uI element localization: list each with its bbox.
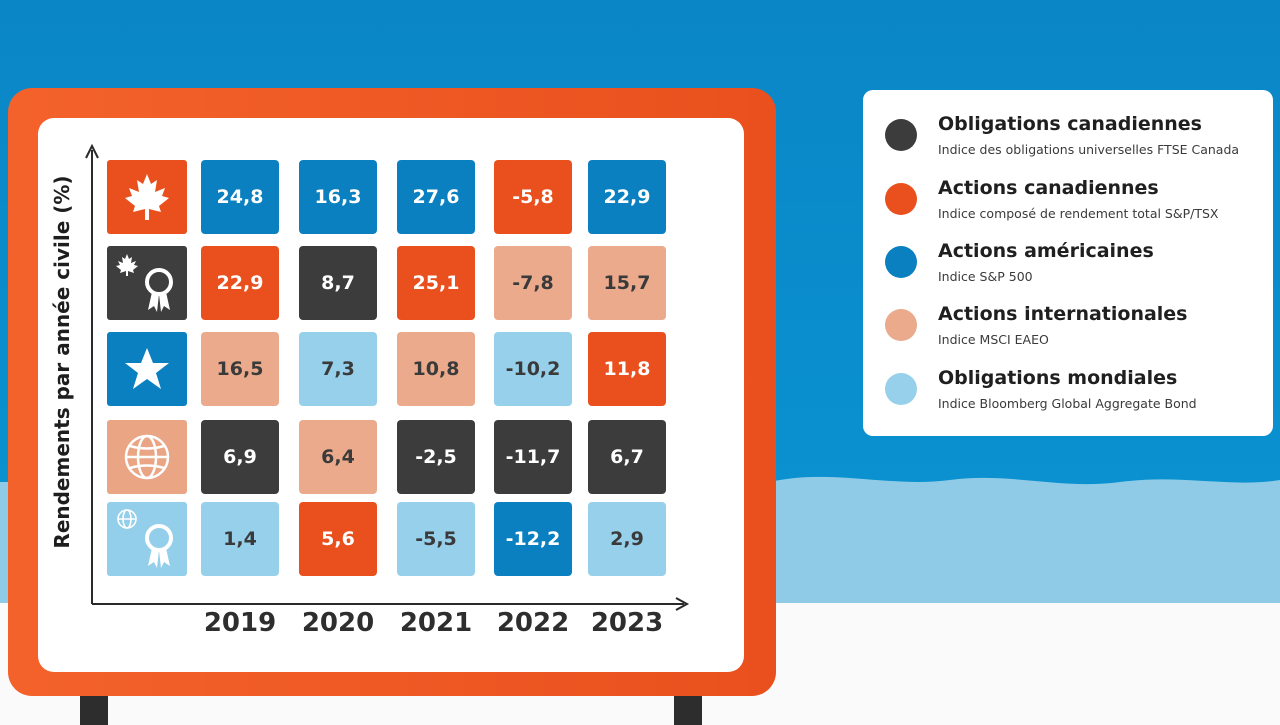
return-cell: 7,3: [299, 332, 377, 406]
legend-subtitle: Indice MSCI EAEO: [938, 332, 1049, 347]
return-cell: 8,7: [299, 246, 377, 320]
return-cell: 5,6: [299, 502, 377, 576]
return-cell: 6,7: [588, 420, 666, 494]
x-tick-label: 2019: [203, 608, 277, 638]
return-cell: 24,8: [201, 160, 279, 234]
return-cell: 11,8: [588, 332, 666, 406]
legend-panel: [863, 90, 1273, 436]
return-cell: 16,5: [201, 332, 279, 406]
maple-leaf-icon: [107, 160, 187, 234]
return-cell: 16,3: [299, 160, 377, 234]
legend-subtitle: Indice composé de rendement total S&P/TS…: [938, 206, 1219, 221]
return-cell: 22,9: [588, 160, 666, 234]
legend-swatch: [885, 373, 917, 405]
x-tick-label: 2021: [399, 608, 473, 638]
legend-subtitle: Indice Bloomberg Global Aggregate Bond: [938, 396, 1197, 411]
legend-subtitle: Indice des obligations universelles FTSE…: [938, 142, 1240, 157]
legend-title: Obligations mondiales: [938, 367, 1178, 389]
globe-icon: [107, 420, 187, 494]
x-tick-label: 2022: [496, 608, 570, 638]
return-cell: 10,8: [397, 332, 475, 406]
legend-swatch: [885, 183, 917, 215]
return-cell: 2,9: [588, 502, 666, 576]
maple-leaf-ribbon-icon: [107, 246, 187, 320]
legend-title: Actions canadiennes: [938, 177, 1159, 199]
legend-swatch: [885, 246, 917, 278]
return-cell: 15,7: [588, 246, 666, 320]
globe-ribbon-icon: [107, 502, 187, 576]
return-cell: 22,9: [201, 246, 279, 320]
legend-swatch: [885, 309, 917, 341]
return-cell: -7,8: [494, 246, 572, 320]
legend-title: Obligations canadiennes: [938, 113, 1202, 135]
return-cell: -10,2: [494, 332, 572, 406]
return-cell: -5,8: [494, 160, 572, 234]
return-cell: 6,9: [201, 420, 279, 494]
return-cell: -2,5: [397, 420, 475, 494]
return-cell: -12,2: [494, 502, 572, 576]
legend-title: Actions américaines: [938, 240, 1154, 262]
return-cell: 1,4: [201, 502, 279, 576]
legend-subtitle: Indice S&P 500: [938, 269, 1033, 284]
return-cell: 25,1: [397, 246, 475, 320]
y-axis-label: Rendements par année civile (%): [50, 175, 74, 549]
star-icon: [107, 332, 187, 406]
return-cell: -5,5: [397, 502, 475, 576]
return-cell: 27,6: [397, 160, 475, 234]
return-cell: -11,7: [494, 420, 572, 494]
legend-title: Actions internationales: [938, 303, 1188, 325]
x-tick-label: 2023: [590, 608, 664, 638]
return-cell: 6,4: [299, 420, 377, 494]
legend-swatch: [885, 119, 917, 151]
x-tick-label: 2020: [301, 608, 375, 638]
